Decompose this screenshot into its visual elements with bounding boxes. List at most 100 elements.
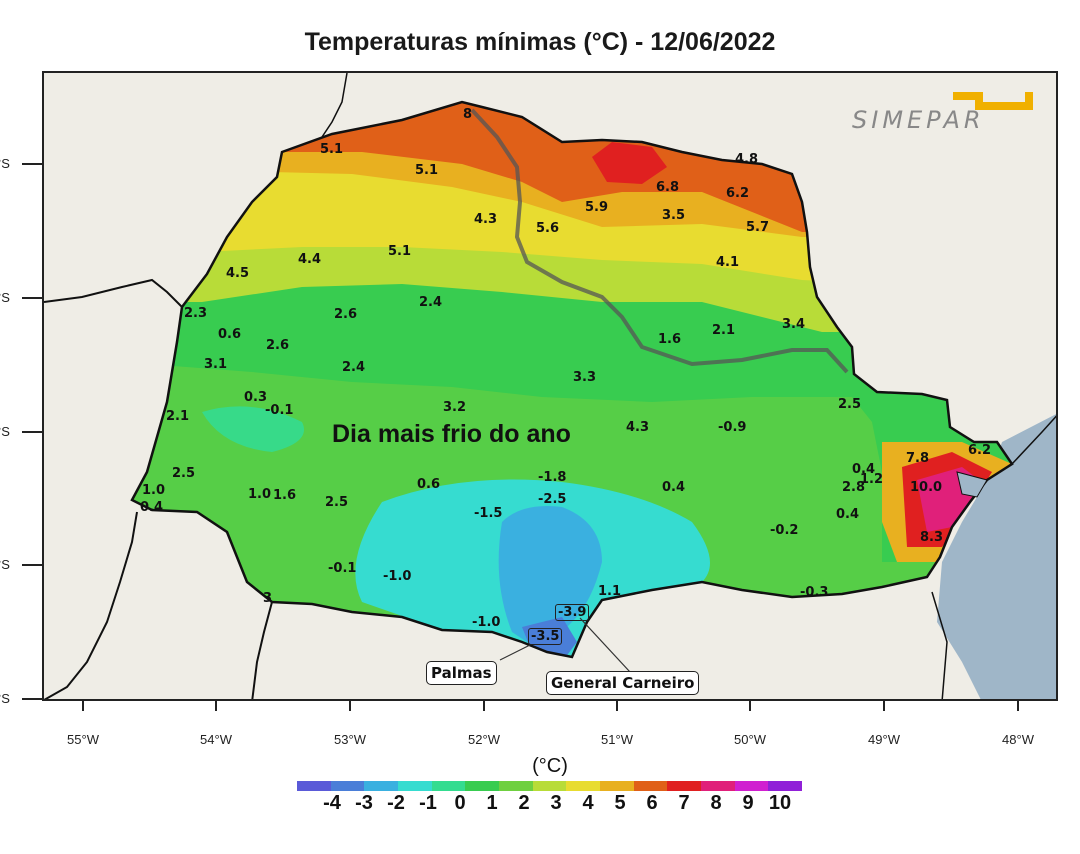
lon-tick bbox=[1017, 701, 1019, 711]
lon-label: 49°W bbox=[868, 732, 900, 747]
station-value: 2.6 bbox=[266, 338, 290, 353]
colorbar-label: 1 bbox=[486, 792, 498, 814]
station-value: 3.2 bbox=[443, 400, 467, 415]
station-value: 2.5 bbox=[172, 466, 196, 481]
station-value: -0.9 bbox=[718, 420, 747, 435]
colorbar-swatch bbox=[633, 781, 668, 791]
station-value: 1.0 bbox=[248, 487, 272, 502]
station-value: 0.4 bbox=[836, 507, 860, 522]
station-value: 3.1 bbox=[204, 357, 228, 372]
station-value: 5.9 bbox=[585, 200, 609, 215]
station-value: 2.5 bbox=[325, 495, 349, 510]
lon-tick bbox=[215, 701, 217, 711]
station-value: 6.8 bbox=[656, 180, 680, 195]
station-value: 4.5 bbox=[226, 266, 250, 281]
station-value: 5.1 bbox=[320, 142, 344, 157]
lon-tick bbox=[749, 701, 751, 711]
station-value: -1.0 bbox=[472, 615, 501, 630]
colorbar-swatch bbox=[768, 781, 803, 791]
colorbar-label: 2 bbox=[518, 792, 530, 814]
state-outline bbox=[130, 100, 1014, 659]
station-value: 2.4 bbox=[419, 295, 443, 310]
colorbar-label: 10 bbox=[768, 792, 792, 814]
state-border bbox=[251, 601, 273, 699]
station-value: 1.6 bbox=[273, 488, 297, 503]
station-value: 0.4 bbox=[852, 462, 876, 477]
lon-tick bbox=[483, 701, 485, 711]
colorbar-swatch bbox=[297, 781, 331, 791]
temperature-map bbox=[44, 73, 1056, 699]
simepar-logo: SIMEPAR bbox=[852, 90, 1037, 134]
station-value: 4.8 bbox=[735, 152, 759, 167]
station-value: 2.4 bbox=[342, 360, 366, 375]
colorbar-labels: -4 -3 -2 -1 0 1 2 3 4 5 6 7 8 9 10 bbox=[297, 792, 802, 818]
station-value: -0.1 bbox=[265, 403, 294, 418]
lat-tick bbox=[22, 698, 42, 700]
lat-tick bbox=[22, 564, 42, 566]
colorbar-label: -4 bbox=[323, 792, 341, 814]
station-value: 1.1 bbox=[598, 584, 622, 599]
lon-label: 50°W bbox=[734, 732, 766, 747]
lon-tick bbox=[883, 701, 885, 711]
station-value: 8 bbox=[463, 107, 473, 122]
station-value: -1.0 bbox=[383, 569, 412, 584]
station-value: 4.3 bbox=[626, 420, 650, 435]
station-value: 8.3 bbox=[920, 530, 944, 545]
colorbar bbox=[297, 781, 803, 791]
colorbar-swatch bbox=[499, 781, 533, 791]
colorbar-swatch bbox=[364, 781, 399, 791]
colorbar-swatch bbox=[734, 781, 769, 791]
station-value: 3.5 bbox=[662, 208, 686, 223]
station-value: 3 bbox=[263, 591, 273, 606]
lat-tick bbox=[22, 297, 42, 299]
lon-label: 52°W bbox=[468, 732, 500, 747]
lat-label: °S bbox=[0, 691, 10, 706]
colorbar-label: 9 bbox=[742, 792, 754, 814]
ocean bbox=[937, 414, 1056, 699]
station-value: 4.4 bbox=[298, 252, 322, 267]
lon-label: 51°W bbox=[601, 732, 633, 747]
colorbar-label: 5 bbox=[614, 792, 626, 814]
lat-tick bbox=[22, 431, 42, 433]
station-value: -0.3 bbox=[800, 585, 829, 600]
boxed-station-value: -3.9 bbox=[555, 604, 590, 621]
lat-label: °S bbox=[0, 156, 10, 171]
logo-mark-icon bbox=[953, 92, 1033, 110]
station-value: 2.5 bbox=[838, 397, 862, 412]
station-value: 5.7 bbox=[746, 220, 770, 235]
station-value: 7.8 bbox=[906, 451, 930, 466]
station-value: -1.8 bbox=[538, 470, 567, 485]
lon-label: 55°W bbox=[67, 732, 99, 747]
country-border bbox=[44, 511, 138, 699]
lon-label: 48°W bbox=[1002, 732, 1034, 747]
colorbar-swatch bbox=[532, 781, 567, 791]
state-border bbox=[931, 591, 948, 699]
river bbox=[470, 108, 849, 374]
boxed-station-value: -3.5 bbox=[528, 628, 563, 645]
colorbar-label: 3 bbox=[550, 792, 562, 814]
colorbar-swatch bbox=[667, 781, 702, 791]
state-border bbox=[1011, 415, 1056, 465]
colorbar-swatch bbox=[600, 781, 634, 791]
lon-tick bbox=[616, 701, 618, 711]
colorbar-swatch bbox=[701, 781, 735, 791]
station-value: 0.6 bbox=[417, 477, 441, 492]
colorbar-unit: (°C) bbox=[532, 755, 568, 777]
station-value: 10.0 bbox=[910, 480, 943, 495]
colorbar-label: -3 bbox=[355, 792, 373, 814]
colorbar-label: 4 bbox=[582, 792, 594, 814]
state-border bbox=[321, 73, 348, 138]
colorbar-label: -1 bbox=[419, 792, 437, 814]
station-value: 4.1 bbox=[716, 255, 740, 270]
colorbar-label: 0 bbox=[454, 792, 466, 814]
station-value: -0.2 bbox=[770, 523, 799, 538]
colorbar-label: 7 bbox=[678, 792, 690, 814]
station-value: 2.6 bbox=[334, 307, 358, 322]
station-value: 1.2 bbox=[860, 472, 884, 487]
station-value: 6.2 bbox=[726, 186, 750, 201]
lon-label: 54°W bbox=[200, 732, 232, 747]
station-value: 2.3 bbox=[184, 306, 208, 321]
lat-label: °S bbox=[0, 424, 10, 439]
colorbar-label: 8 bbox=[710, 792, 722, 814]
station-value: 3.3 bbox=[573, 370, 597, 385]
